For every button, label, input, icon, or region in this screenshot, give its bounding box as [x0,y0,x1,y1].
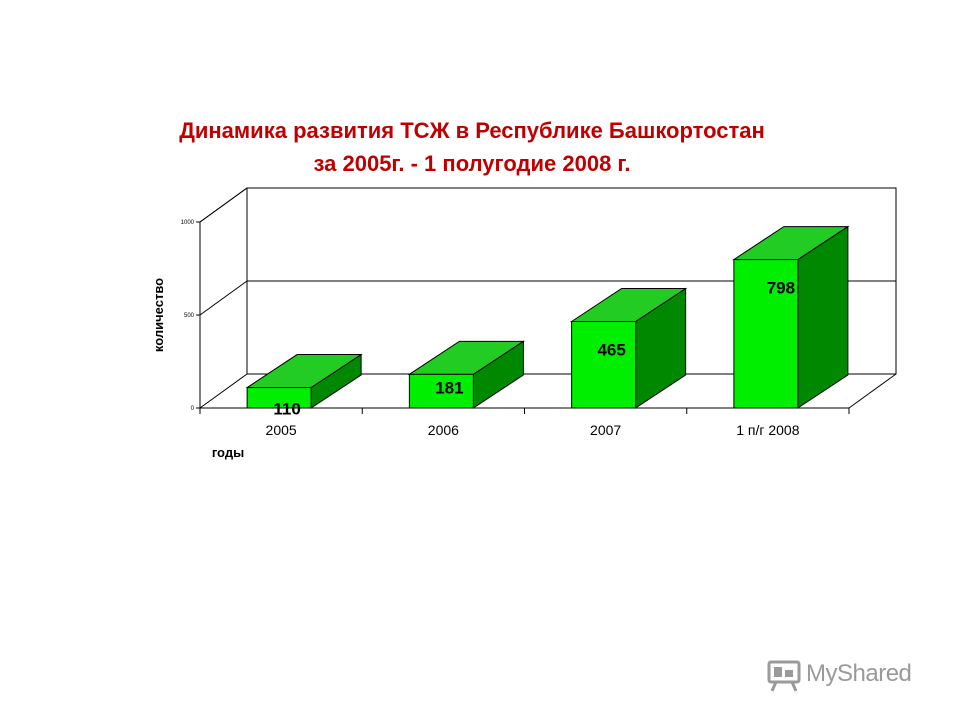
bar-2006 [407,340,526,409]
watermark-text: MyShared [806,660,912,687]
chart-title-line-2: за 2005г. - 1 полугодие 2008 г. [313,151,631,176]
y-tick-label: 0 [191,406,195,412]
presentation-board-icon [767,660,801,692]
y-axis-label: количество [151,278,166,352]
data-label: 181 [435,378,463,397]
bar-2007 [569,287,688,409]
floor-right-edge [848,373,897,409]
gridline-diagonal [199,187,248,223]
x-tick-label: 2007 [590,422,621,438]
x-tick-label: 1 п/г 2008 [736,422,800,438]
x-axis: 2005 2006 2007 1 п/г 2008 годы [199,407,850,460]
floor-back-left-edge [199,373,248,409]
gridline-diagonal [199,280,248,316]
x-axis-label: годы [212,445,244,460]
y-tick-label: 500 [184,313,195,319]
bar-front [733,259,799,409]
data-label: 110 [273,400,300,419]
watermark: MyShared [766,656,936,696]
x-tick-label: 2006 [428,422,459,438]
bar-front [246,387,312,409]
bar-1 п/г 2008 [732,225,850,409]
chart-title-line-1: Динамика развития ТСЖ в Республике Башко… [179,118,765,143]
bar-front [571,321,637,409]
bar-2005 [245,353,363,409]
data-label: 798 [767,279,795,298]
y-axis: 0 500 1000 количество [151,220,201,412]
y-tick-label: 1000 [181,220,195,226]
chart-bars [245,225,850,409]
x-tick-label: 2005 [266,422,297,438]
data-label: 465 [597,341,625,360]
bar-front [408,373,474,409]
chart-labels: 110 181 465 798 [273,279,795,419]
